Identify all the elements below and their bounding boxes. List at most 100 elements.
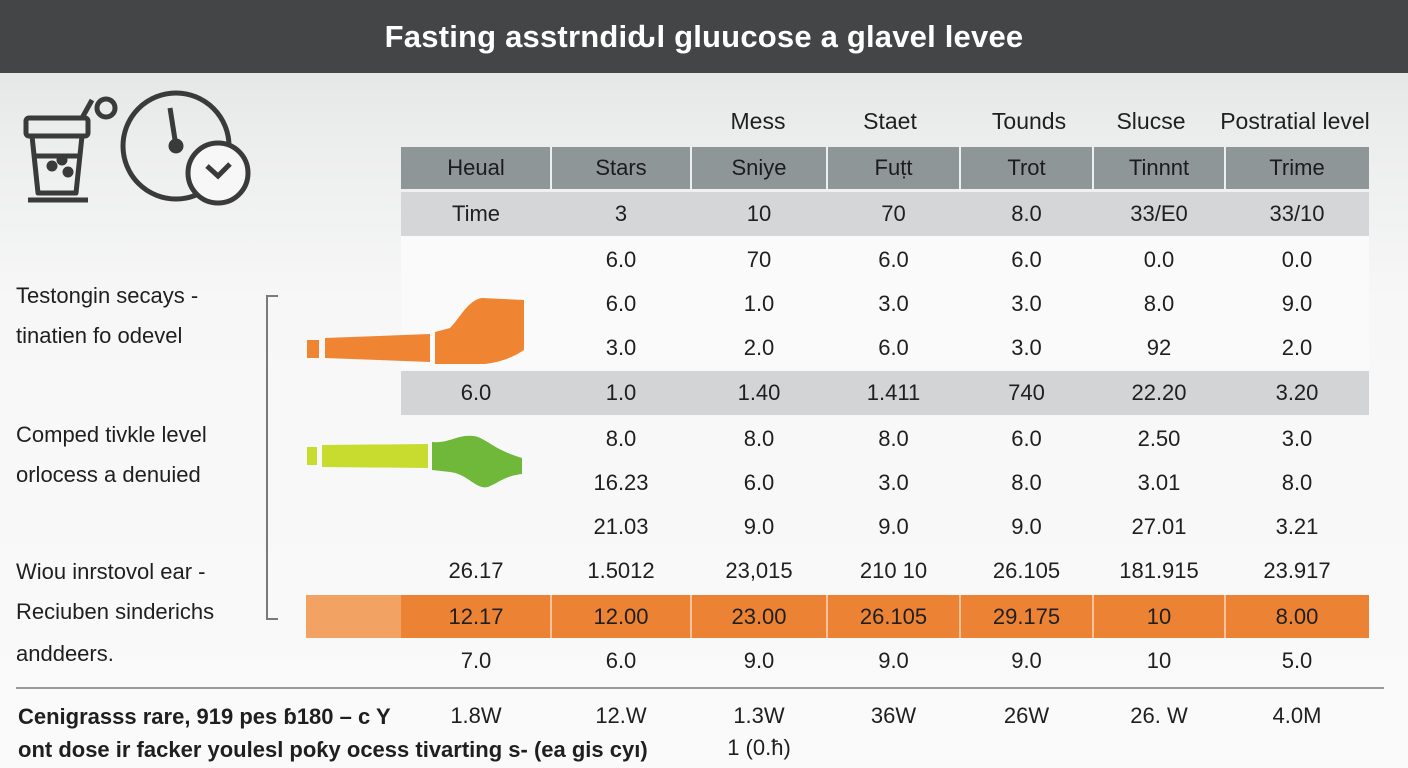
column-separator — [1092, 595, 1094, 638]
column-separator — [1224, 147, 1226, 189]
side-label-line: Testongin secays - — [16, 283, 199, 308]
table-header-cell: Stars — [595, 155, 647, 180]
table-cell: 9.0 — [1011, 514, 1042, 539]
table-cell: 3.0 — [1011, 335, 1042, 360]
table-cell: 3.0 — [878, 470, 909, 495]
footer-value: 26. W — [1130, 703, 1188, 728]
table-cell: 3.0 — [1011, 291, 1042, 316]
table-cell: 29.175 — [992, 603, 1061, 629]
table-cell: 6.0 — [605, 648, 637, 673]
table-cell: 3.0 — [605, 335, 637, 360]
table-cell: 3.21 — [1275, 514, 1319, 539]
footer-label-1: Cenigrasss rare, 919 pes ɓ180 – c Y — [18, 704, 391, 729]
table-cell: 26.105 — [992, 558, 1061, 583]
side-label-group-2: Comped tivkle level orlocess a denuied — [16, 415, 207, 495]
footer-values: 1.8W 12.W 1.3W 36W 26W 26. W 4.0M 1 (0.ћ) — [401, 696, 1369, 760]
footer-divider — [16, 687, 1384, 689]
table-cell: 7.0 — [460, 648, 492, 673]
table-cell: 9.0 — [743, 514, 775, 539]
column-header-tounds: Tounds — [991, 107, 1067, 134]
table-cell: 3.0 — [1281, 426, 1313, 451]
column-separator — [959, 595, 961, 638]
table-row: 6.0 1.0 3.0 3.0 8.0 9.0 — [401, 282, 1369, 326]
table-row: 6.0 1.0 1.40 1.411 740 22.20 3.20 — [401, 371, 1369, 415]
column-separator — [1092, 147, 1094, 189]
highlight-row-lead — [306, 595, 401, 638]
table-header-cell: Fuṭt — [874, 155, 913, 180]
table-cell: 12.00 — [593, 603, 649, 629]
footer-value: 1.3W — [733, 703, 785, 728]
table-header-cell: Heual — [447, 155, 505, 180]
table-cell: 6.0 — [605, 291, 637, 316]
table-cell: 6.0 — [743, 470, 775, 495]
table-cell: 10 — [1146, 648, 1172, 673]
illustration — [23, 90, 251, 206]
table-cell: 8.0 — [605, 426, 637, 451]
column-header-staet: Staet — [863, 107, 917, 134]
table-cell: 6.0 — [1011, 247, 1042, 272]
column-separator — [690, 595, 692, 638]
table-cell: 1.5012 — [587, 558, 655, 583]
table-body-background — [401, 236, 1369, 370]
table-cell: 210 10 — [859, 558, 928, 583]
side-label-group-3: Wiou inrstovol ear - Reciuben sinderichs… — [16, 552, 214, 674]
footer-value: 26W — [1003, 703, 1050, 728]
table-cell: 26.17 — [448, 558, 504, 583]
footer-value: 1.8W — [450, 703, 502, 728]
table-cell: 70 — [746, 247, 772, 272]
table-cell: 92 — [1146, 335, 1172, 360]
table-row: 3.0 2.0 6.0 3.0 92 2.0 — [401, 326, 1369, 370]
level-pointers — [307, 298, 524, 488]
table-row: 21.03 9.0 9.0 9.0 27.01 3.21 — [401, 505, 1369, 549]
table-cell: 6.0 — [1011, 426, 1042, 451]
table-cell: 6.0 — [878, 335, 909, 360]
table-row: 7.0 6.0 9.0 9.0 9.0 10 5.0 — [401, 639, 1369, 683]
column-header-postratial-level: Postratial level — [1220, 107, 1370, 134]
table-cell: 16.23 — [593, 470, 649, 495]
table-cell: 22.20 — [1131, 380, 1187, 405]
table-cell: 5.0 — [1281, 648, 1313, 673]
table-cell: 3 — [614, 201, 628, 226]
table-cell: 23,015 — [725, 558, 793, 583]
footer-value: 12.W — [595, 703, 647, 728]
table-cell: 8.0 — [1281, 470, 1313, 495]
table-cell: 8.0 — [878, 426, 909, 451]
column-separator — [826, 147, 828, 189]
table-cell: 6.0 — [605, 247, 637, 272]
table-cell: 8.0 — [1143, 291, 1175, 316]
table-cell: 2.0 — [1281, 335, 1313, 360]
table-cell — [401, 505, 551, 549]
column-separator — [826, 595, 828, 638]
table-row: 8.0 8.0 8.0 6.0 2.50 3.0 — [401, 417, 1369, 461]
table-cell: 0.0 — [1281, 247, 1313, 272]
table-cell: 33/E0 — [1130, 201, 1188, 226]
table-header-cell: Trime — [1269, 155, 1325, 180]
table-cell: 2.0 — [743, 335, 775, 360]
table-cell: 9.0 — [1281, 291, 1313, 316]
table-cell: 740 — [1008, 380, 1045, 405]
table-cell: 1.0 — [605, 380, 637, 405]
column-separator — [1224, 595, 1226, 638]
table-cell: 9.0 — [878, 648, 909, 673]
table-row: 26.17 1.5012 23,015 210 10 26.105 181.915 23.9… — [401, 549, 1369, 593]
table-cell: 21.03 — [593, 514, 649, 539]
title-bar: Fasting asstrndiԃl gluucose a glavel lev… — [0, 0, 1408, 73]
side-label-line: Wiou inrstovol ear - — [16, 559, 206, 584]
table-cell: 2.50 — [1137, 426, 1181, 451]
table-cell: 10 — [746, 201, 772, 226]
side-label-group-1: Testongin secays - tinatien fo odevel — [16, 276, 198, 356]
orange-pointer-icon — [307, 298, 524, 364]
table-cell: 12.17 — [448, 603, 504, 629]
column-header-slucse: Slucse — [1116, 107, 1186, 134]
table-cell: 23.917 — [1263, 558, 1331, 583]
side-label-line: orlocess a denuied — [16, 462, 201, 487]
column-separator — [690, 147, 692, 189]
footer-subvalue: 1 (0.ћ) — [727, 735, 791, 760]
table-cell: 9.0 — [743, 648, 775, 673]
table-cell: 1.411 — [866, 380, 921, 405]
table-cell: 9.0 — [878, 514, 909, 539]
table-cell: 70 — [881, 201, 906, 226]
group-bracket — [266, 295, 278, 620]
table-cell: 8.0 — [1011, 470, 1042, 495]
table-cell: 8.00 — [1275, 603, 1319, 629]
